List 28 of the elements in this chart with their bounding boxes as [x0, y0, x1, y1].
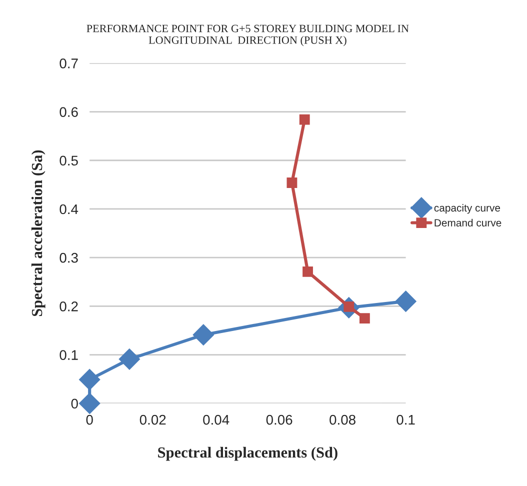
x-axis-title: Spectral displacements (Sd)	[158, 446, 338, 461]
point	[286, 178, 298, 188]
x-tick-label: 0.08	[330, 414, 356, 425]
x-tick-label: 0.02	[140, 414, 166, 425]
y-axis-title: Spectral acceleration (Sa)	[31, 150, 46, 316]
x-tick-label: 0.06	[266, 414, 292, 425]
point	[79, 392, 100, 414]
x-tick-label: 0.04	[203, 414, 230, 425]
point	[299, 114, 310, 125]
point	[79, 369, 100, 390]
y-tick-label: 0.5	[60, 156, 78, 166]
y-tick-label: 0.7	[60, 58, 78, 68]
legend-label: Demand curve	[434, 218, 502, 227]
y-tick-label: 0	[71, 398, 78, 409]
y-tick-label: 0.1	[60, 350, 78, 360]
y-tick-label: 0.3	[60, 252, 78, 263]
y-tick-label: 0.6	[60, 107, 78, 117]
legend-label: capacity curve	[434, 204, 500, 214]
chart-title: PERFORMANCE POINT FOR G+5 STOREY BUILDING MODEL IN LONGITUDINAL DIRECTION (PUSH X)	[86, 24, 409, 46]
point	[118, 348, 140, 370]
point	[395, 290, 416, 312]
point	[302, 266, 313, 277]
x-tick-label: 0.1	[396, 414, 415, 425]
point	[192, 324, 214, 346]
point	[359, 313, 370, 324]
x-tick-label: 0	[86, 414, 93, 425]
y-tick-label: 0.4	[60, 204, 78, 214]
y-tick-label: 0.2	[60, 302, 78, 312]
